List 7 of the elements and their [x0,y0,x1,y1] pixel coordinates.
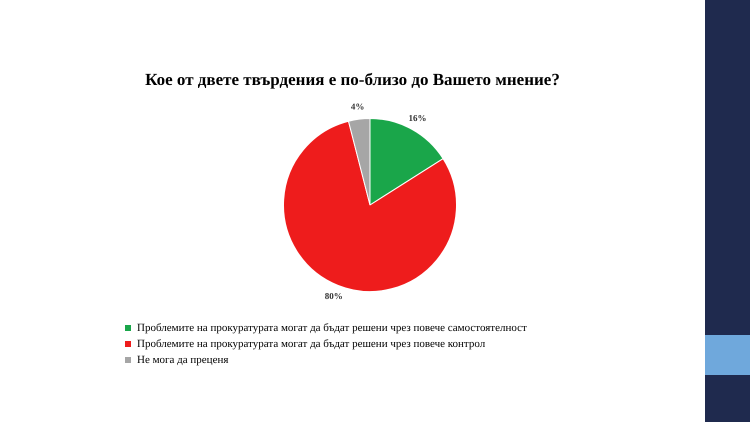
chart-title: Кое от двете твърдения е по-близо до Вашето мнение? [144,70,561,90]
legend-label: Не мога да преценя [137,354,228,366]
data-label: 80% [324,290,343,301]
legend-label: Проблемите на прокуратурата могат да бъдат решени чрез повече самостоятелност [137,322,527,334]
data-label: 16% [408,113,426,124]
data-label: 4% [350,102,364,112]
legend-label: Проблемите на прокуратурата могат да бъдат решени чрез повече контрол [137,338,486,350]
